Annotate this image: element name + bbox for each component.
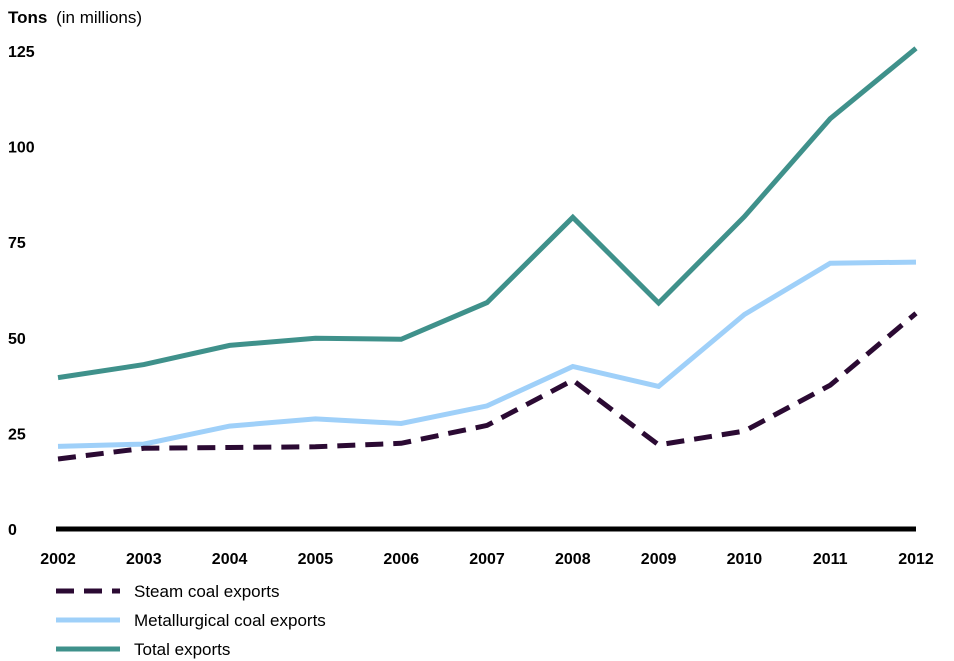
- series-line-steam-coal-exports: [57, 311, 918, 462]
- y-axis-title-bold: Tons: [8, 8, 47, 27]
- series-lines: [57, 46, 918, 462]
- legend-label: Steam coal exports: [134, 582, 280, 601]
- x-tick-label: 2005: [298, 551, 334, 568]
- x-tick-label: 2012: [898, 551, 934, 568]
- y-tick-label: 100: [8, 140, 35, 157]
- y-tick-label: 0: [8, 522, 17, 539]
- x-tick-label: 2010: [727, 551, 763, 568]
- y-tick-label: 50: [8, 331, 26, 348]
- x-tick-label: 2002: [40, 551, 76, 568]
- x-tick-label: 2008: [555, 551, 591, 568]
- y-axis-title: Tons (in millions): [8, 8, 142, 27]
- x-axis-ticks: 2002 2003 2004 2005 2006 2007 2008 2009 2010 2011…: [40, 551, 934, 568]
- legend: Steam coal exports Metallurgical coal exp…: [56, 582, 326, 659]
- x-tick-label: 2007: [469, 551, 505, 568]
- y-axis-title-unit: (in millions): [56, 8, 142, 27]
- x-tick-label: 2009: [641, 551, 677, 568]
- legend-label: Metallurgical coal exports: [134, 611, 326, 630]
- y-tick-label: 125: [8, 44, 35, 61]
- y-axis-ticks: 0 25 50 75 100 125: [8, 44, 35, 539]
- x-tick-label: 2011: [813, 551, 848, 568]
- y-tick-label: 25: [8, 426, 26, 443]
- x-tick-label: 2006: [383, 551, 419, 568]
- x-tick-label: 2004: [212, 551, 248, 568]
- series-line-total-exports: [57, 46, 918, 381]
- legend-label: Total exports: [134, 640, 230, 659]
- series-line-metallurgical-coal-exports: [57, 259, 917, 449]
- x-tick-label: 2003: [126, 551, 162, 568]
- y-tick-label: 75: [8, 235, 26, 252]
